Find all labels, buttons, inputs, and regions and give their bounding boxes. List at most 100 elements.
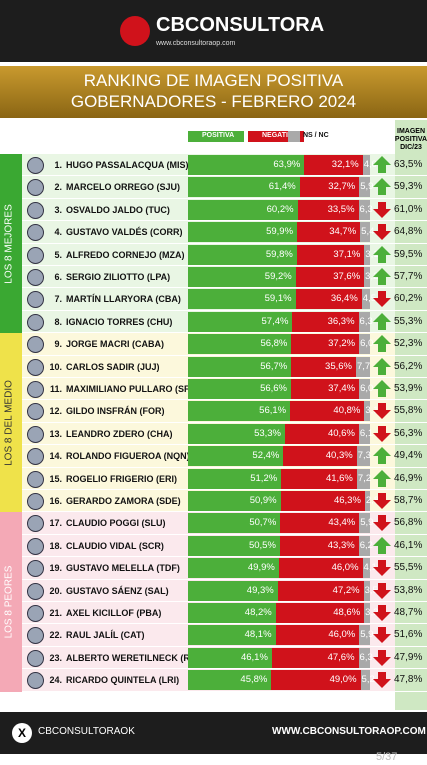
bar-segment — [290, 401, 365, 422]
bar-segment — [280, 513, 360, 534]
bar-segment — [188, 311, 293, 332]
previous-value: 60,2% — [394, 293, 423, 305]
bar-label: 59,2% — [264, 271, 292, 282]
bar-segment — [297, 199, 359, 220]
avatar — [27, 381, 44, 398]
avatar — [27, 649, 44, 667]
trend-stem — [378, 403, 386, 412]
trend-arrow — [373, 634, 391, 644]
previous-value: 64,8% — [394, 226, 423, 238]
bar-segment — [358, 535, 370, 556]
row-divider — [22, 623, 427, 625]
bar-segment — [297, 222, 361, 243]
bar-label: 4,1 — [363, 562, 377, 574]
avatar — [27, 224, 44, 242]
bar-segment — [275, 603, 365, 623]
previous-value: 59,5% — [394, 248, 423, 260]
avatar — [27, 313, 44, 331]
bar-segment — [188, 535, 280, 556]
bar-segment — [188, 603, 276, 623]
avatar — [27, 582, 44, 600]
previous-value: 52,3% — [394, 338, 423, 350]
bar-segment — [291, 334, 360, 355]
trend-stem — [378, 277, 386, 285]
bar-label: 46,0% — [331, 562, 359, 574]
bar-segment — [279, 535, 359, 556]
rank: 9. — [54, 339, 62, 350]
bar-segment — [364, 603, 370, 623]
bar-segment — [188, 580, 278, 601]
bar-segment — [277, 580, 364, 601]
bar-segment — [356, 446, 370, 467]
bar-label: 36,4% — [330, 293, 358, 305]
row-divider — [22, 421, 427, 423]
bar-segment — [188, 356, 292, 377]
bar-segment — [275, 625, 360, 646]
bar-label: 6,3 — [359, 315, 373, 327]
previous-column — [395, 120, 427, 710]
bar-segment — [188, 401, 291, 422]
bar-segment — [364, 401, 370, 422]
previous-value: 53,8% — [394, 584, 423, 596]
trend-stem — [378, 649, 386, 658]
rank: 20. — [49, 585, 62, 596]
bar-label: 63,9% — [273, 159, 301, 170]
avatar — [27, 157, 44, 174]
bar-label: 3,1 — [364, 401, 378, 421]
bar-label: 51,2% — [250, 472, 278, 484]
bar-segment — [188, 222, 298, 243]
trend-stem — [378, 545, 386, 554]
trend-arrow — [373, 469, 391, 479]
bar-segment — [291, 379, 360, 399]
avatar — [27, 537, 44, 555]
previous-value: 61,0% — [394, 203, 423, 215]
logo — [120, 16, 150, 46]
row-divider — [22, 377, 427, 378]
bar-label: 40,6% — [327, 427, 355, 439]
bar-segment — [188, 244, 297, 265]
bar-label: 57,4% — [261, 315, 289, 327]
trend-stem — [378, 224, 386, 233]
header-website: www.cbconsultoraop.com — [156, 40, 236, 47]
footer-bar: X CBCONSULTORAOK WWW.CBCONSULTORAOP.COM — [0, 712, 427, 754]
row-divider — [22, 578, 427, 580]
bar-label: 7,3 — [357, 450, 371, 462]
legend-swatch — [248, 131, 304, 142]
bar-segment — [271, 647, 359, 668]
row-divider — [22, 690, 427, 692]
bar-label: 56,6% — [260, 383, 287, 394]
bar-segment — [361, 289, 370, 310]
trend-arrow — [373, 500, 391, 509]
previous-value: 48,7% — [394, 607, 423, 618]
trend-arrow — [373, 679, 391, 689]
trend-arrow — [373, 447, 391, 457]
row-divider — [22, 287, 427, 289]
bar-segment — [188, 267, 296, 287]
trend-stem — [378, 560, 386, 569]
name: MARCELO ORREGO (SJU) — [66, 182, 181, 193]
trend-arrow — [373, 178, 391, 188]
bar-label: 60,2% — [266, 203, 294, 215]
bar-segment — [188, 558, 279, 579]
bar-label: 3,1 — [364, 245, 378, 265]
title-band: RANKING DE IMAGEN POSITIVA GOBERNADORES … — [0, 66, 427, 118]
previous-value: 49,4% — [394, 450, 423, 462]
avatar — [27, 515, 44, 533]
bar-label: 5,9 — [360, 517, 374, 529]
bar-segment — [285, 423, 359, 444]
bar-label: 5,2 — [361, 674, 375, 686]
row-divider — [22, 511, 427, 513]
bar-segment — [355, 356, 370, 377]
row-divider — [22, 399, 427, 401]
bar-label: 3,2 — [364, 603, 378, 623]
trend-arrow — [373, 589, 391, 599]
rank: 1. — [54, 160, 62, 170]
rank: 16. — [49, 496, 62, 506]
bar-segment — [364, 244, 370, 265]
row-divider — [22, 489, 427, 490]
name: GUSTAVO VALDÉS (CORR) — [66, 227, 183, 238]
name: LEANDRO ZDERO (CHA) — [66, 428, 173, 439]
bar-label: 40,8% — [333, 405, 361, 417]
bar-segment — [304, 155, 363, 175]
bar-label: 7,7 — [356, 360, 371, 372]
